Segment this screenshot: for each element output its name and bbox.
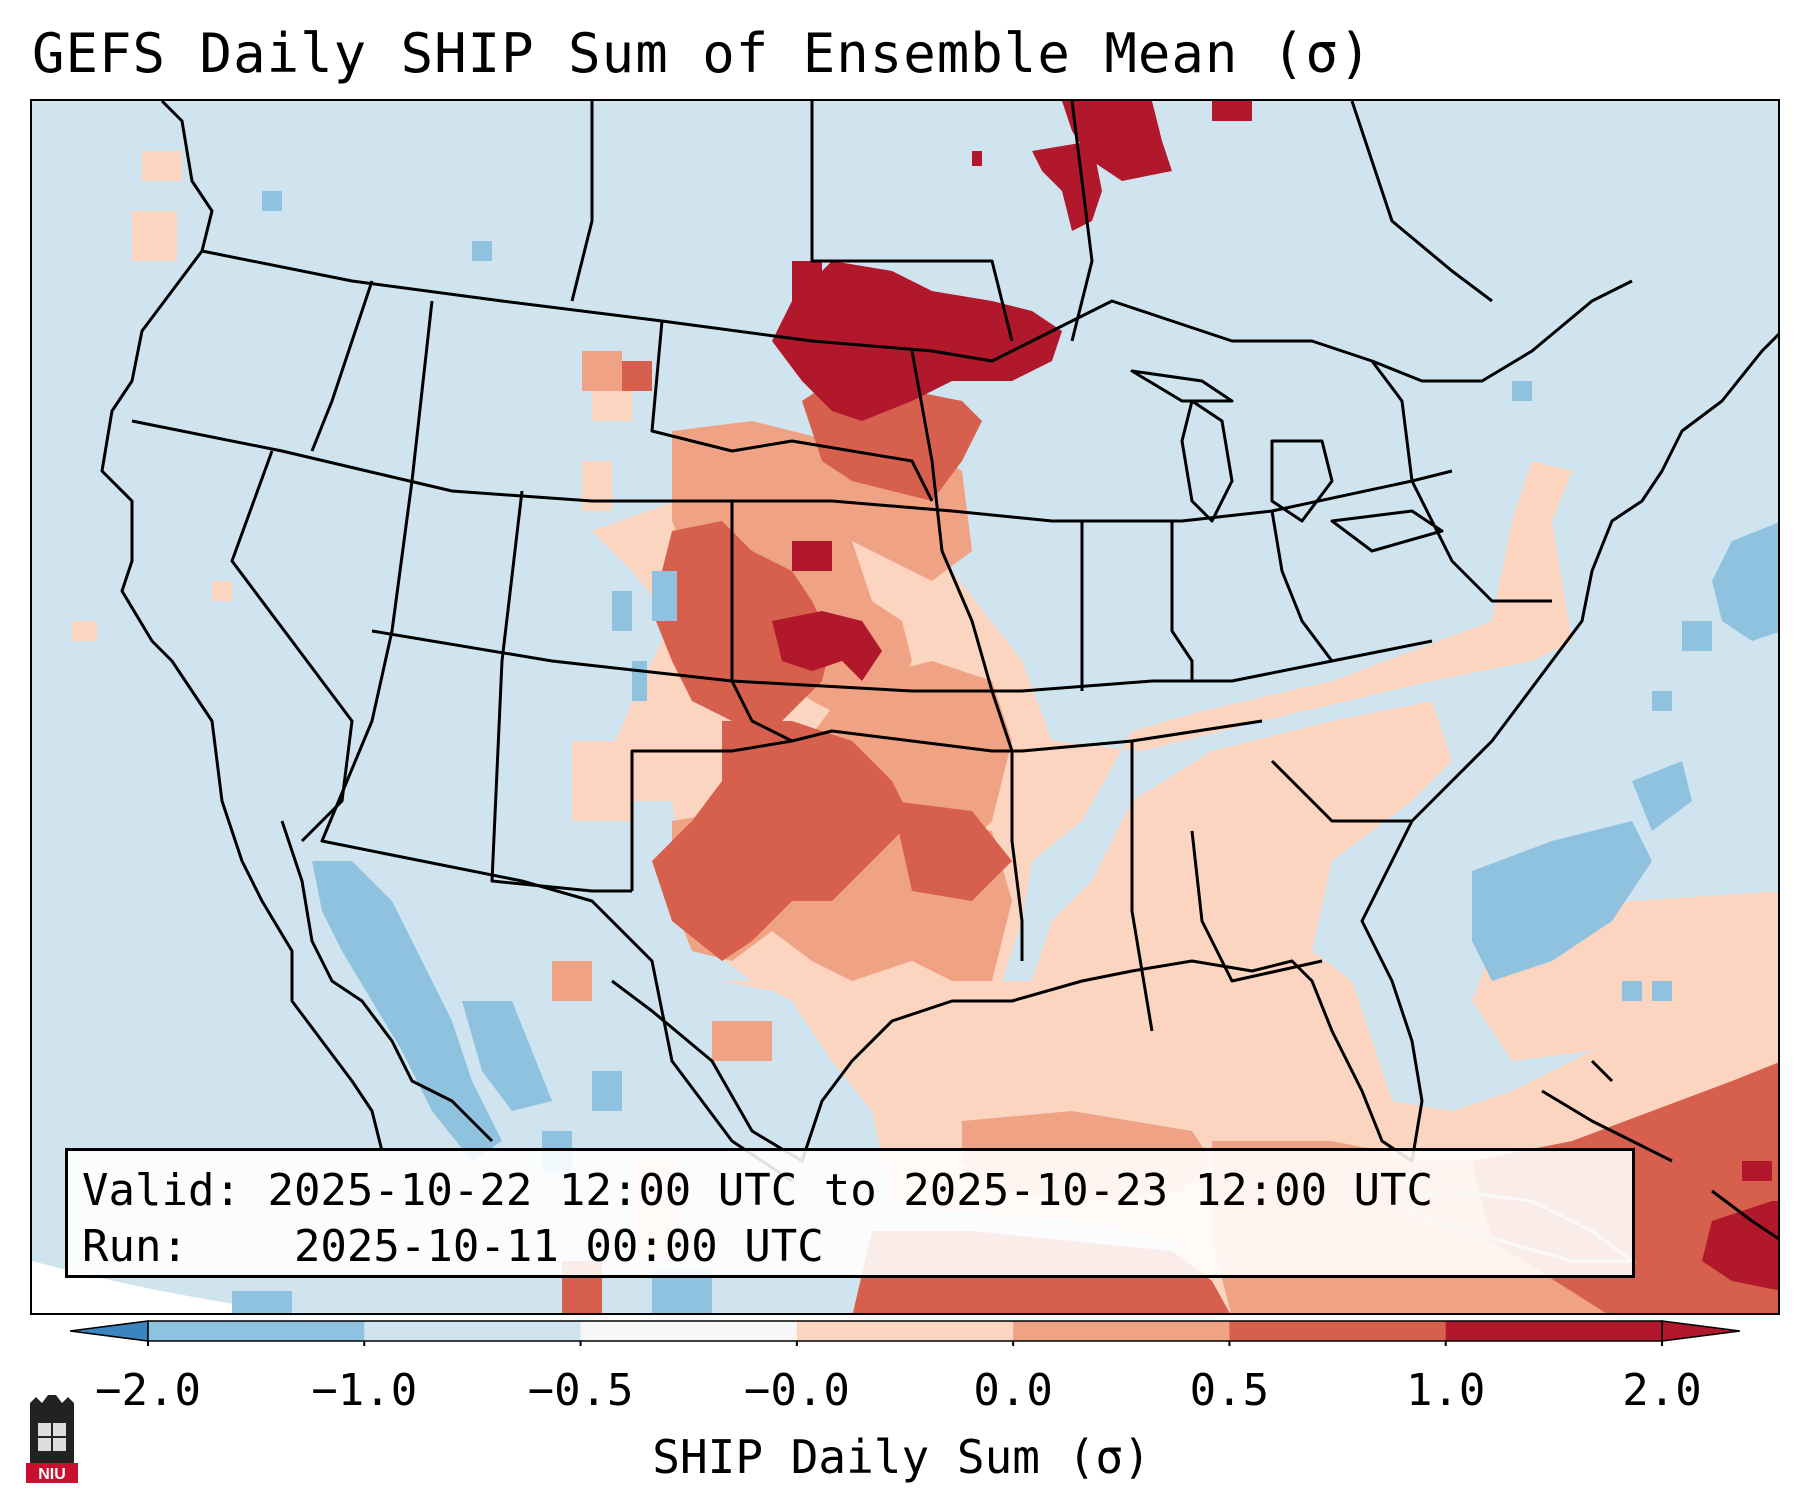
map-panel — [30, 99, 1780, 1315]
colorbar-tick-label: −2.0 — [95, 1365, 201, 1416]
colorbar-segment — [1229, 1321, 1447, 1341]
map-canvas — [32, 101, 1778, 1313]
colorbar-extend-low — [70, 1320, 149, 1342]
info-box: Valid: 2025-10-22 12:00 UTC to 2025-10-2… — [65, 1148, 1635, 1278]
valid-line: Valid: 2025-10-22 12:00 UTC to 2025-10-2… — [82, 1163, 1618, 1219]
colorbar-tick-label: −1.0 — [311, 1365, 418, 1416]
colorbar-segment — [364, 1321, 582, 1341]
colorbar — [70, 1320, 1740, 1346]
run-value: 2025-10-11 00:00 UTC — [293, 1221, 824, 1272]
colorbar-extend-high — [1661, 1320, 1740, 1342]
run-line: Run: 2025-10-11 00:00 UTC — [82, 1219, 1618, 1275]
colorbar-segment — [1013, 1321, 1230, 1341]
colorbar-tick-label: −0.5 — [527, 1365, 634, 1416]
colorbar-segment — [796, 1321, 1014, 1341]
run-label: Run: — [82, 1221, 188, 1272]
colorbar-tick-label: −0.0 — [743, 1365, 850, 1416]
colorbar-frame — [147, 1320, 1663, 1342]
logo-text: NIU — [38, 1466, 66, 1483]
niu-logo: NIU — [26, 1395, 78, 1483]
colorbar-tick-label: 2.0 — [1622, 1365, 1702, 1416]
anomaly-medium-blue — [232, 191, 1778, 1313]
colorbar-segment — [580, 1321, 798, 1341]
valid-label: Valid: — [82, 1165, 241, 1216]
colorbar-tick-label: 0.5 — [1189, 1365, 1270, 1416]
colorbar-label: SHIP Daily Sum (σ) — [652, 1430, 1151, 1484]
boundary-lines — [100, 101, 1778, 1241]
anomaly-dark-red — [772, 101, 1778, 1291]
colorbar-segment — [1445, 1321, 1663, 1341]
colorbar-tick-label: 0.0 — [973, 1365, 1053, 1416]
colorbar-tick-label: 1.0 — [1405, 1365, 1486, 1416]
valid-value: 2025-10-22 12:00 UTC to 2025-10-23 12:00… — [267, 1165, 1434, 1216]
chart-title: GEFS Daily SHIP Sum of Ensemble Mean (σ) — [32, 22, 1373, 85]
colorbar-segment — [148, 1321, 365, 1341]
